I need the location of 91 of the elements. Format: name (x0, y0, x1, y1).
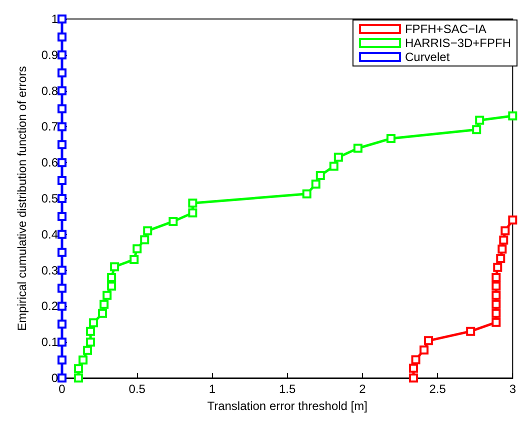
y-axis-title: Empirical cumulative distribution function of errors (15, 66, 29, 331)
point (475, 116, 484, 125)
x-tick-label: 0.5 (128, 382, 146, 396)
point (89, 318, 98, 328)
x-axis-title: Translation error threshold [m] (207, 398, 368, 413)
y-tick-label: 1 (51, 12, 58, 26)
point (386, 134, 396, 144)
point (58, 212, 66, 221)
point (492, 318, 501, 327)
point (58, 338, 66, 347)
point (102, 290, 112, 300)
point (143, 226, 152, 236)
point (316, 171, 325, 180)
point (492, 272, 501, 282)
point (58, 176, 66, 186)
x-tick-label: 2 (359, 382, 366, 396)
y-tick-label: 0 (51, 371, 58, 385)
point (58, 302, 66, 311)
point (74, 364, 84, 374)
point (58, 104, 66, 114)
y-tick-label: 0.6 (41, 156, 58, 170)
point (492, 308, 501, 318)
point (411, 355, 420, 364)
point (496, 254, 506, 263)
point (58, 230, 66, 239)
point (492, 290, 501, 300)
point (100, 300, 109, 309)
point (83, 346, 92, 355)
x-tick-label: 3 (509, 382, 516, 396)
point (466, 326, 476, 336)
point (424, 336, 434, 346)
point (58, 374, 66, 382)
y-tick-label: 0.8 (41, 84, 58, 98)
point (168, 216, 178, 226)
point (493, 262, 502, 272)
point (58, 14, 66, 24)
point (329, 162, 338, 171)
point (58, 320, 66, 329)
point (58, 284, 66, 293)
point (500, 226, 510, 236)
point (409, 364, 418, 373)
point (140, 235, 150, 244)
point (302, 189, 312, 198)
point (98, 308, 108, 318)
y-tick-label: 0.3 (41, 263, 58, 278)
point (58, 86, 66, 96)
legend-label: FPFH+SAC−IA (404, 22, 486, 36)
point (74, 374, 84, 382)
point (132, 244, 142, 254)
point (58, 68, 66, 78)
point (353, 144, 362, 153)
x-tick-label: 1.5 (278, 382, 296, 396)
point (188, 208, 198, 218)
point (492, 282, 501, 291)
point (498, 244, 507, 254)
point (472, 125, 482, 134)
point (58, 50, 66, 60)
point (78, 356, 88, 365)
y-tick-label: 0.5 (41, 192, 58, 206)
point (58, 248, 66, 257)
x-tick-label: 1 (208, 382, 216, 396)
y-tick-label: 0.2 (41, 299, 58, 314)
point (58, 140, 66, 150)
point (58, 194, 66, 203)
point (58, 122, 66, 132)
point (58, 158, 66, 168)
y-tick-label: 0.9 (41, 48, 58, 62)
point (58, 266, 66, 275)
point (107, 282, 116, 291)
point (499, 236, 508, 245)
point (334, 152, 343, 162)
point (420, 346, 429, 354)
y-tick-label: 0.7 (41, 120, 58, 134)
point (311, 180, 320, 189)
point (86, 338, 96, 347)
point (130, 255, 139, 264)
x-tick-label: 2.5 (429, 382, 446, 396)
point (58, 32, 66, 42)
point (508, 111, 518, 120)
y-tick-label: 0.4 (41, 227, 58, 242)
point (508, 216, 518, 225)
point (188, 198, 198, 208)
point (409, 374, 418, 382)
point (492, 300, 501, 309)
point (107, 272, 116, 282)
point (110, 262, 120, 272)
legend-label: HARRIS−3D+FPFH (404, 36, 512, 50)
point (86, 326, 96, 336)
y-tick-label: 0.1 (41, 335, 58, 350)
point (58, 356, 66, 365)
legend-label: Curvelet (404, 50, 450, 64)
